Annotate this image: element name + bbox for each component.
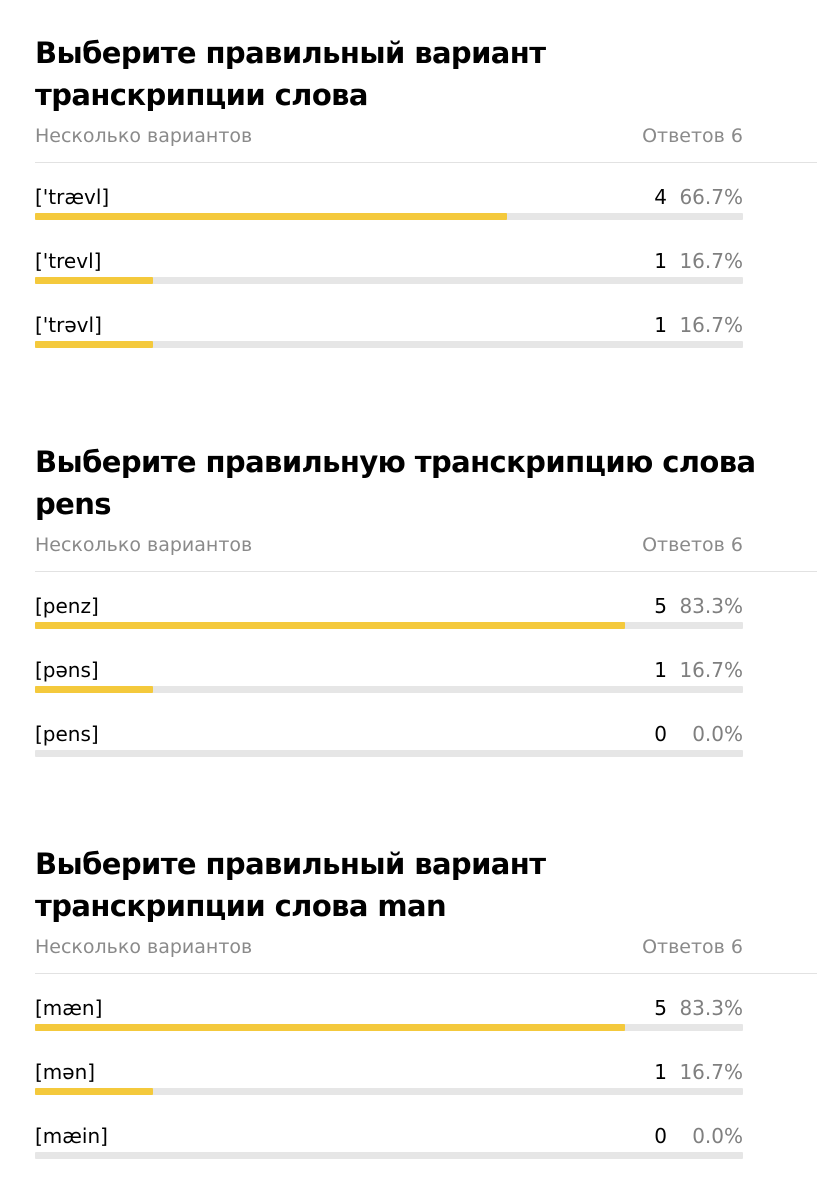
question-meta: Несколько вариантов Ответов 6: [35, 935, 743, 959]
option-count: 0: [654, 1124, 667, 1148]
option-row: ['trævl] 4 66.7%: [35, 183, 743, 247]
option-row: [pens] 0 0.0%: [35, 720, 743, 784]
option-label: [pəns]: [35, 658, 99, 682]
option-label: ['trævl]: [35, 185, 110, 209]
option-label: [mæin]: [35, 1124, 108, 1148]
question-title: Выберите правильную транскрипцию слова p…: [35, 445, 756, 521]
question-type-label: Несколько вариантов: [35, 936, 253, 958]
option-percent: 16.7%: [679, 658, 743, 682]
result-bar-fill: [35, 1024, 625, 1031]
option-label: [penz]: [35, 594, 99, 618]
divider: [35, 571, 817, 572]
option-label: [mən]: [35, 1060, 96, 1084]
options-list: [mæn] 5 83.3% [mən] 1 16.7% [mæin] 0 0.0…: [35, 994, 743, 1186]
option-label: [pens]: [35, 722, 99, 746]
option-count: 1: [654, 1060, 667, 1084]
question-type-label: Несколько вариантов: [35, 534, 253, 556]
options-list: ['trævl] 4 66.7% ['trevl] 1 16.7% ['trəv…: [35, 183, 743, 375]
divider: [35, 973, 817, 974]
result-bar-track: [35, 1024, 743, 1031]
option-percent: 83.3%: [679, 594, 743, 618]
question-meta: Несколько вариантов Ответов 6: [35, 124, 743, 148]
option-percent: 66.7%: [679, 185, 743, 209]
result-bar-fill: [35, 1088, 154, 1095]
option-row: [penz] 5 83.3%: [35, 592, 743, 656]
option-percent: 83.3%: [679, 996, 743, 1020]
option-percent: 16.7%: [679, 249, 743, 273]
result-bar-fill: [35, 686, 154, 693]
question-block-2: Выберите правильную транскрипцию слова p…: [35, 441, 817, 784]
question-block-1: Выберите правильный вариант транскрипции…: [35, 32, 817, 375]
question-title: Выберите правильный вариант транскрипции…: [35, 36, 546, 112]
result-bar-fill: [35, 622, 625, 629]
result-bar-track: [35, 1088, 743, 1095]
option-row: [mən] 1 16.7%: [35, 1058, 743, 1122]
option-count: 5: [654, 594, 667, 618]
option-count: 1: [654, 658, 667, 682]
option-label: [mæn]: [35, 996, 103, 1020]
option-label: ['trəvl]: [35, 313, 102, 337]
option-row: ['trəvl] 1 16.7%: [35, 311, 743, 375]
answers-count-label: Ответов 6: [642, 125, 743, 147]
option-percent: 16.7%: [679, 1060, 743, 1084]
option-row: [mæn] 5 83.3%: [35, 994, 743, 1058]
result-bar-track: [35, 341, 743, 348]
option-count: 4: [654, 185, 667, 209]
divider: [35, 162, 817, 163]
answers-count-label: Ответов 6: [642, 936, 743, 958]
option-count: 1: [654, 313, 667, 337]
option-percent: 0.0%: [692, 1124, 743, 1148]
result-bar-fill: [35, 213, 508, 220]
result-bar-track: [35, 686, 743, 693]
option-count: 1: [654, 249, 667, 273]
answers-count-label: Ответов 6: [642, 534, 743, 556]
result-bar-fill: [35, 341, 154, 348]
option-percent: 0.0%: [692, 722, 743, 746]
result-bar-fill: [35, 277, 154, 284]
option-row: ['trevl] 1 16.7%: [35, 247, 743, 311]
option-percent: 16.7%: [679, 313, 743, 337]
option-count: 0: [654, 722, 667, 746]
question-block-3: Выберите правильный вариант транскрипции…: [35, 843, 817, 1186]
option-count: 5: [654, 996, 667, 1020]
options-list: [penz] 5 83.3% [pəns] 1 16.7% [pens] 0 0…: [35, 592, 743, 784]
result-bar-track: [35, 1152, 743, 1159]
question-type-label: Несколько вариантов: [35, 125, 253, 147]
option-row: [mæin] 0 0.0%: [35, 1122, 743, 1186]
result-bar-track: [35, 622, 743, 629]
result-bar-track: [35, 277, 743, 284]
result-bar-track: [35, 750, 743, 757]
option-row: [pəns] 1 16.7%: [35, 656, 743, 720]
result-bar-track: [35, 213, 743, 220]
question-title: Выберите правильный вариант транскрипции…: [35, 847, 546, 923]
option-label: ['trevl]: [35, 249, 102, 273]
question-meta: Несколько вариантов Ответов 6: [35, 533, 743, 557]
